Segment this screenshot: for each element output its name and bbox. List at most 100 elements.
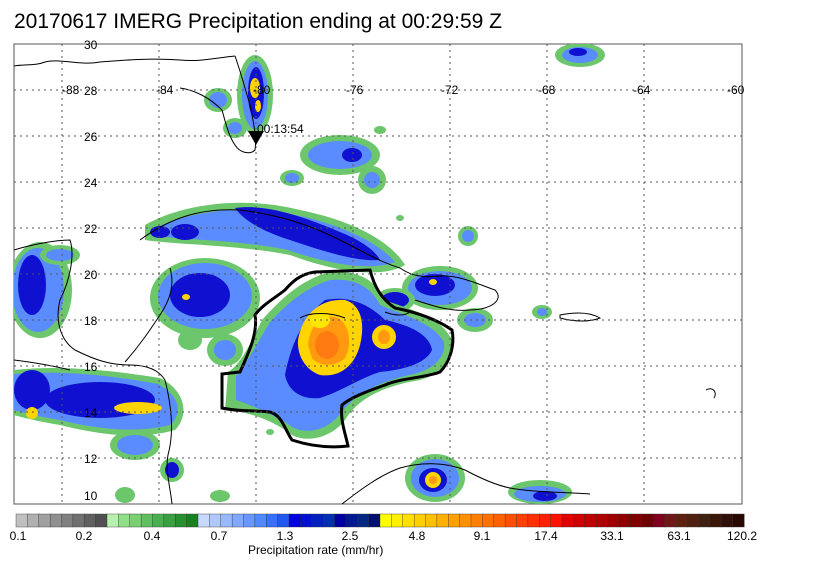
colorbar-swatch: [675, 513, 688, 528]
colorbar-swatch: [516, 513, 529, 528]
colorbar-swatch: [561, 513, 574, 528]
colorbar-swatch: [209, 513, 222, 528]
colorbar-swatch: [61, 513, 74, 528]
colorbar-swatch: [436, 513, 449, 528]
lat-label: 20: [84, 268, 98, 282]
map-title: 20170617 IMERG Precipitation ending at 0…: [14, 10, 502, 33]
colorbar-swatch: [732, 513, 745, 528]
lon-label: -64: [633, 83, 651, 97]
lon-label: -88: [62, 83, 80, 97]
colorbar-swatch: [698, 513, 711, 528]
colorbar-swatch: [595, 513, 609, 528]
colorbar-swatch: [470, 513, 483, 528]
colorbar-swatch: [413, 513, 427, 528]
colorbar-tick-label: 0.2: [75, 529, 93, 543]
colorbar-swatch: [106, 513, 119, 528]
lat-label: 12: [84, 452, 98, 466]
colorbar-swatch: [630, 513, 643, 528]
colorbar-swatch: [482, 513, 495, 528]
colorbar-swatch: [95, 513, 108, 528]
lat-label: 14: [84, 406, 98, 420]
colorbar-swatch: [129, 513, 142, 528]
colorbar-swatch: [49, 513, 63, 528]
colorbar-swatch: [140, 513, 154, 528]
colorbar-swatch: [220, 513, 233, 528]
lon-label: -68: [538, 83, 556, 97]
colorbar-swatch: [186, 513, 199, 528]
colorbar-swatch: [641, 513, 654, 528]
colorbar-swatch: [459, 513, 472, 528]
colorbar-tick-label: 4.8: [408, 529, 426, 543]
colorbar-swatch: [709, 513, 722, 528]
colorbar-swatch: [15, 513, 28, 528]
colorbar-swatch: [288, 513, 301, 528]
latitude-labels: 30 28 26 24 22 20 18 16 14 12 10: [84, 38, 98, 503]
colorbar-swatch: [38, 513, 51, 528]
precipitation-field: [14, 44, 605, 504]
lat-label: 10: [84, 489, 98, 503]
colorbar-tick-label: 17.4: [534, 529, 558, 543]
graticule: [14, 44, 742, 504]
colorbar-swatch: [618, 513, 631, 528]
lon-label: -76: [346, 83, 364, 97]
colorbar-swatch: [539, 513, 552, 528]
colorbar-swatch: [254, 513, 267, 528]
colorbar-swatch: [84, 513, 97, 528]
colorbar-tick-label: 33.1: [600, 529, 624, 543]
colorbar-swatch: [175, 513, 188, 528]
colorbar-swatch: [686, 513, 700, 528]
colorbar-swatch: [345, 513, 358, 528]
colorbar-swatch: [300, 513, 313, 528]
colorbar-swatch: [118, 513, 131, 528]
colorbar-swatch: [72, 513, 85, 528]
lat-label: 22: [84, 222, 98, 236]
lat-label: 26: [84, 130, 98, 144]
colorbar-tick-label: 0.4: [143, 529, 161, 543]
colorbar-swatch: [550, 513, 563, 528]
colorbar-swatch: [664, 513, 677, 528]
lat-label: 28: [84, 84, 98, 98]
lon-label: -84: [156, 83, 174, 97]
overpass-time-label: 00:13:54: [257, 122, 304, 136]
colorbar-tick-label: 63.1: [667, 529, 691, 543]
lat-label: 16: [84, 360, 98, 374]
colorbar-tick-label: 0.7: [210, 529, 228, 543]
storm-boundary: [220, 268, 455, 449]
colorbar-swatch: [368, 513, 381, 528]
colorbar-tick-label: 2.5: [341, 529, 359, 543]
colorbar-tick-label: 9.1: [473, 529, 491, 543]
colorbar-swatch: [334, 513, 347, 528]
longitude-labels: -88 -84 -80 -76 -72 -68 -64 -60: [62, 83, 745, 97]
colorbar-swatch: [379, 513, 392, 528]
coastlines: [14, 55, 716, 504]
lon-label: -80: [253, 83, 271, 97]
colorbar-title: Precipitation rate (mm/hr): [248, 543, 384, 557]
colorbar-swatch: [425, 513, 438, 528]
colorbar-tick-label: 0.1: [9, 529, 27, 543]
lat-label: 24: [84, 176, 98, 190]
colorbar-swatch: [391, 513, 404, 528]
colorbar-swatch: [277, 513, 290, 528]
colorbar-swatch: [493, 513, 506, 528]
colorbar-swatch: [197, 513, 210, 528]
colorbar-swatch: [27, 513, 40, 528]
colorbar-swatch: [527, 513, 540, 528]
colorbar-swatch: [231, 513, 245, 528]
lat-label: 18: [84, 314, 98, 328]
colorbar-swatch: [311, 513, 324, 528]
colorbar-swatch: [243, 513, 256, 528]
colorbar-swatch: [573, 513, 586, 528]
colorbar-swatch: [163, 513, 176, 528]
colorbar-swatch: [504, 513, 518, 528]
colorbar-swatch: [721, 513, 734, 528]
colorbar-swatch: [448, 513, 461, 528]
colorbar-swatch: [584, 513, 597, 528]
colorbar-swatch: [266, 513, 279, 528]
colorbar-swatch: [322, 513, 336, 528]
colorbar-tick-label: 1.3: [276, 529, 294, 543]
colorbar-swatch: [607, 513, 620, 528]
colorbar-swatch: [357, 513, 370, 528]
lat-label: 30: [84, 38, 98, 52]
colorbar-swatch: [652, 513, 665, 528]
